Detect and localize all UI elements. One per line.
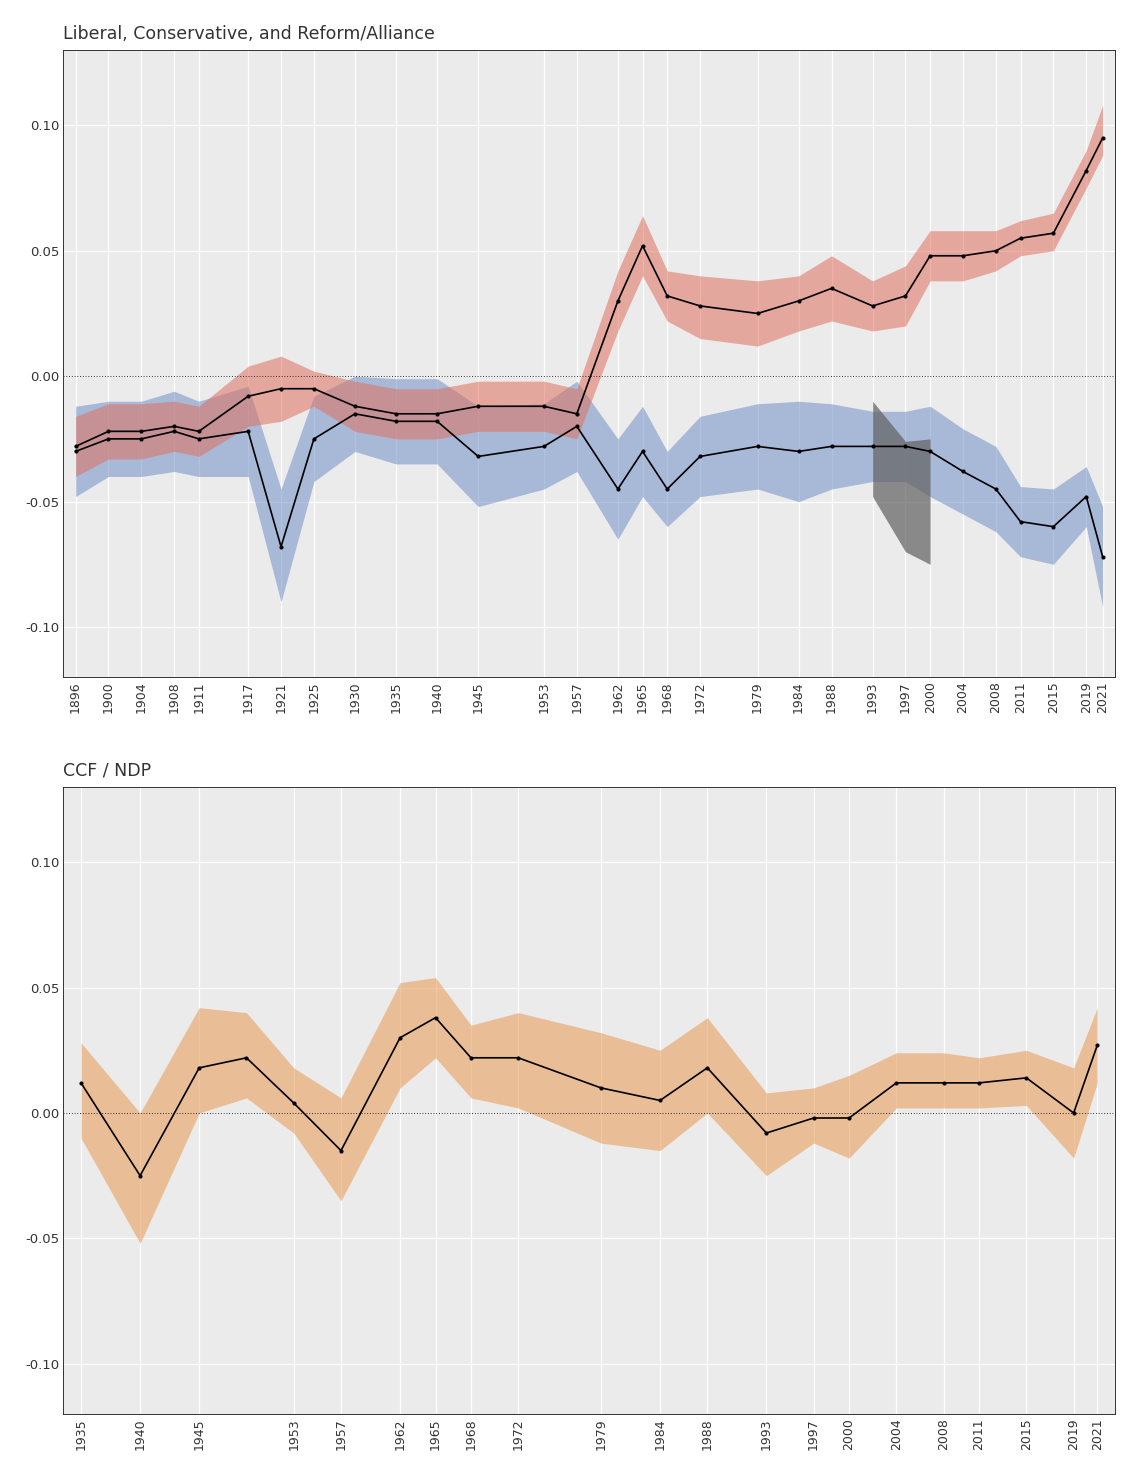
Text: CCF / NDP: CCF / NDP: [64, 761, 152, 780]
Text: Liberal, Conservative, and Reform/Alliance: Liberal, Conservative, and Reform/Allian…: [64, 25, 435, 43]
